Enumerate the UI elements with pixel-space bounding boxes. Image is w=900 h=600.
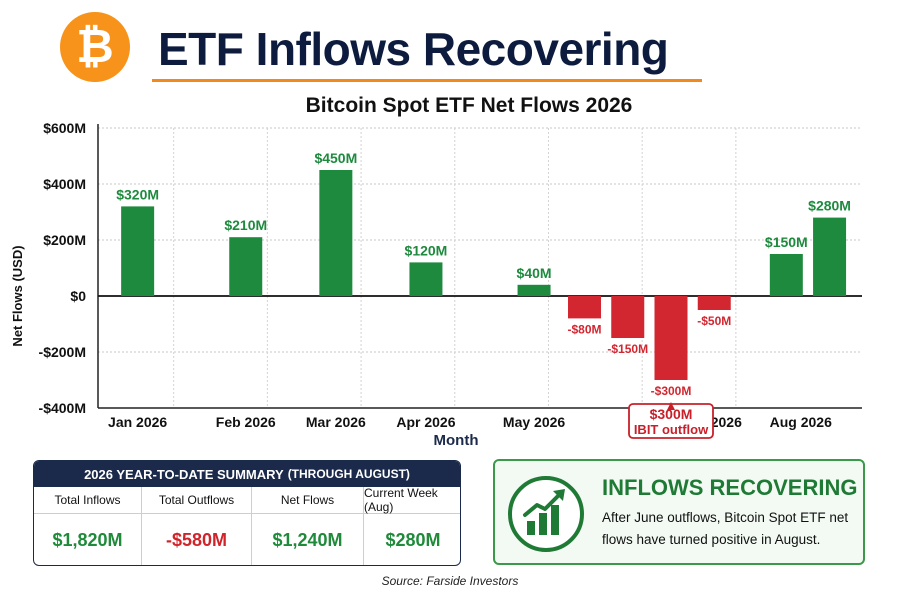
bar xyxy=(319,170,353,296)
x-tick-label: May 2026 xyxy=(503,414,565,430)
y-axis-label: Net Flows (USD) xyxy=(10,245,25,346)
bar-value-label: $150M xyxy=(765,234,808,250)
summary-grid: Total Inflows $1,820M Total Outflows -$5… xyxy=(34,486,460,565)
bar-value-label: $40M xyxy=(517,265,552,281)
bar xyxy=(568,296,602,319)
y-tick-label: $0 xyxy=(70,288,86,304)
summary-heading-sub: (THROUGH AUGUST) xyxy=(287,467,410,481)
bar xyxy=(121,206,155,296)
summary-label: Net Flows xyxy=(252,487,363,514)
bar xyxy=(654,296,688,380)
summary-label: Total Outflows xyxy=(142,487,251,514)
bar xyxy=(229,237,263,296)
bar-value-label: -$50M xyxy=(697,314,731,328)
bar xyxy=(697,296,731,310)
bitcoin-glyph: ₿ xyxy=(76,19,114,73)
net-flows-chart: Bitcoin Spot ETF Net Flows 2026 $600M $40… xyxy=(10,94,862,449)
summary-label: Current Week (Aug) xyxy=(364,486,460,514)
bar-value-label: -$300M xyxy=(651,384,692,398)
y-tick-label: -$400M xyxy=(39,400,86,416)
bar xyxy=(813,217,847,296)
source-note: Source: Farside Investors xyxy=(381,574,519,588)
bar xyxy=(611,296,645,338)
annotation-text: $300M xyxy=(650,406,693,422)
x-tick-label: Feb 2026 xyxy=(216,414,276,430)
bar-value-label: $120M xyxy=(405,242,448,258)
summary-current-week: Current Week (Aug) $280M xyxy=(364,486,460,565)
summary-total-inflows: Total Inflows $1,820M xyxy=(34,487,142,565)
axes: $600M $400M $200M $0 -$200M -$400M Jan 2026 Feb… xyxy=(39,120,862,430)
summary-total-outflows: Total Outflows -$580M xyxy=(142,487,252,565)
bar xyxy=(409,262,443,296)
gridlines xyxy=(98,127,862,409)
bar-value-label: $450M xyxy=(314,150,357,166)
summary-heading: 2026 YEAR-TO-DATE SUMMARY (THROUGH AUGUS… xyxy=(34,461,460,487)
inflows-callout: INFLOWS RECOVERING After June outflows, … xyxy=(493,459,865,565)
bar xyxy=(769,254,803,296)
bar-value-label: $210M xyxy=(224,217,267,233)
y-tick-label: -$200M xyxy=(39,344,86,360)
bar xyxy=(517,284,551,296)
summary-label: Total Inflows xyxy=(34,487,141,514)
header: ₿ ETF Inflows Recovering xyxy=(0,0,900,90)
y-tick-label: $600M xyxy=(43,120,86,136)
page-title: ETF Inflows Recovering xyxy=(158,23,669,75)
bar-value-label: $280M xyxy=(808,198,851,214)
x-tick-label: Mar 2026 xyxy=(306,414,366,430)
ytd-summary-panel: 2026 YEAR-TO-DATE SUMMARY (THROUGH AUGUS… xyxy=(33,460,461,566)
bitcoin-icon: ₿ xyxy=(60,12,130,82)
x-tick-label: Apr 2026 xyxy=(396,414,455,430)
y-tick-label: $400M xyxy=(43,176,86,192)
x-tick-label: Jan 2026 xyxy=(108,414,167,430)
annotation-text: IBIT outflow xyxy=(634,422,709,437)
x-tick-label: Aug 2026 xyxy=(770,414,832,430)
title-underline xyxy=(152,79,702,82)
x-axis-label: Month xyxy=(434,432,479,449)
summary-net-flows: Net Flows $1,240M xyxy=(252,487,364,565)
bar-value-label: $320M xyxy=(116,186,159,202)
chart-title: Bitcoin Spot ETF Net Flows 2026 xyxy=(306,94,633,117)
summary-heading-text: 2026 YEAR-TO-DATE SUMMARY xyxy=(84,466,284,482)
growth-chart-icon xyxy=(508,476,584,552)
data-labels: $320M $210M $450M $120M $40M -$80M -$150M -$300… xyxy=(116,150,851,398)
summary-value: $1,240M xyxy=(272,530,343,550)
annotation-arrowhead xyxy=(667,402,675,410)
y-tick-label: $200M xyxy=(43,232,86,248)
summary-value: -$580M xyxy=(165,530,228,550)
bars xyxy=(121,170,847,380)
callout-title: INFLOWS RECOVERING xyxy=(602,475,858,500)
summary-value: $280M xyxy=(385,530,441,550)
summary-value: $1,820M xyxy=(52,530,123,550)
bar-value-label: -$150M xyxy=(607,342,648,356)
bar-value-label: -$80M xyxy=(568,322,602,336)
callout-body: After June outflows, Bitcoin Spot ETF ne… xyxy=(602,510,849,547)
